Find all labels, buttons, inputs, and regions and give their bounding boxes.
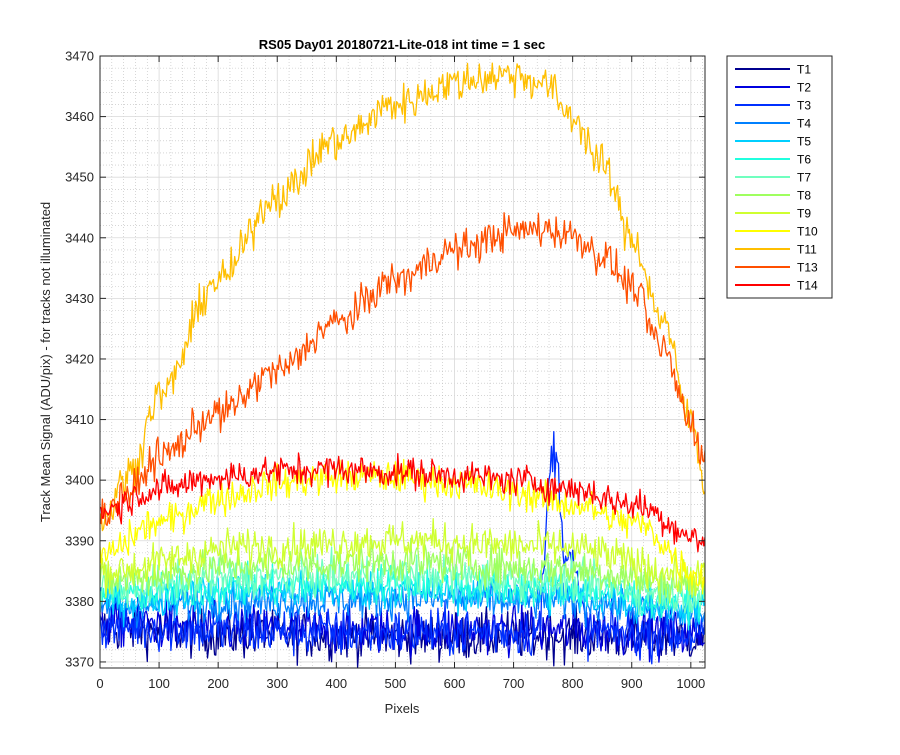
series-line-t3 bbox=[100, 431, 705, 665]
y-tick-label: 3380 bbox=[65, 594, 94, 609]
x-tick-label: 100 bbox=[148, 676, 170, 691]
legend-label-t3: T3 bbox=[797, 99, 811, 113]
legend-label-t1: T1 bbox=[797, 63, 811, 77]
y-tick-label: 3430 bbox=[65, 291, 94, 306]
x-tick-label: 700 bbox=[503, 676, 525, 691]
x-tick-label: 200 bbox=[207, 676, 229, 691]
y-tick-label: 3450 bbox=[65, 170, 94, 185]
legend-label-t8: T8 bbox=[797, 189, 811, 203]
series-line-t9 bbox=[100, 518, 705, 598]
chart-title: RS05 Day01 20180721-Lite-018 int time = … bbox=[259, 37, 546, 52]
y-tick-labels: 3370 3380 3390 3400 3410 3420 3430 3440 3450 3460… bbox=[65, 49, 94, 670]
series-line-t10 bbox=[100, 458, 705, 595]
y-tick-label: 3470 bbox=[65, 49, 94, 64]
legend-label-t5: T5 bbox=[797, 135, 811, 149]
y-tick-label: 3410 bbox=[65, 412, 94, 427]
y-tick-label: 3370 bbox=[65, 654, 94, 669]
y-axis-label: Track Mean Signal (ADU/pix) - for tracks… bbox=[38, 202, 53, 522]
legend-label-t7: T7 bbox=[797, 171, 811, 185]
x-tick-label: 500 bbox=[385, 676, 407, 691]
y-tick-label: 3400 bbox=[65, 473, 94, 488]
series-line-t11 bbox=[100, 62, 705, 532]
x-tick-label: 300 bbox=[266, 676, 288, 691]
y-tick-label: 3460 bbox=[65, 109, 94, 124]
series-line-t8 bbox=[100, 537, 705, 605]
legend-label-t9: T9 bbox=[797, 207, 811, 221]
y-tick-label: 3420 bbox=[65, 351, 94, 366]
legend-label-t10: T10 bbox=[797, 225, 818, 239]
x-tick-label: 1000 bbox=[676, 676, 705, 691]
legend-label-t6: T6 bbox=[797, 153, 811, 167]
x-tick-label: 400 bbox=[325, 676, 347, 691]
y-tick-label: 3440 bbox=[65, 230, 94, 245]
x-tick-label: 800 bbox=[562, 676, 584, 691]
legend: T1 T2 T3 T4 T5 T6 T7 T8 T9 T10 T11 T13 T14 bbox=[726, 55, 833, 299]
x-tick-label: 900 bbox=[621, 676, 643, 691]
legend-label-t11: T11 bbox=[797, 243, 817, 257]
x-axis-label: Pixels bbox=[385, 701, 420, 716]
y-tick-label: 3390 bbox=[65, 533, 94, 548]
x-tick-label: 600 bbox=[444, 676, 466, 691]
legend-label-t4: T4 bbox=[797, 117, 811, 131]
series-line-t14 bbox=[100, 452, 705, 553]
x-tick-label: 0 bbox=[96, 676, 103, 691]
legend-label-t2: T2 bbox=[797, 81, 811, 95]
legend-label-t14: T14 bbox=[797, 279, 818, 293]
legend-label-t13: T13 bbox=[797, 261, 818, 275]
plot-frame bbox=[99, 55, 706, 669]
series-line-t13 bbox=[100, 212, 705, 527]
x-tick-labels: 0 100 200 300 400 500 600 700 800 900 1000 bbox=[96, 676, 705, 691]
series-layer bbox=[100, 62, 705, 668]
axis-ticks bbox=[99, 55, 705, 668]
